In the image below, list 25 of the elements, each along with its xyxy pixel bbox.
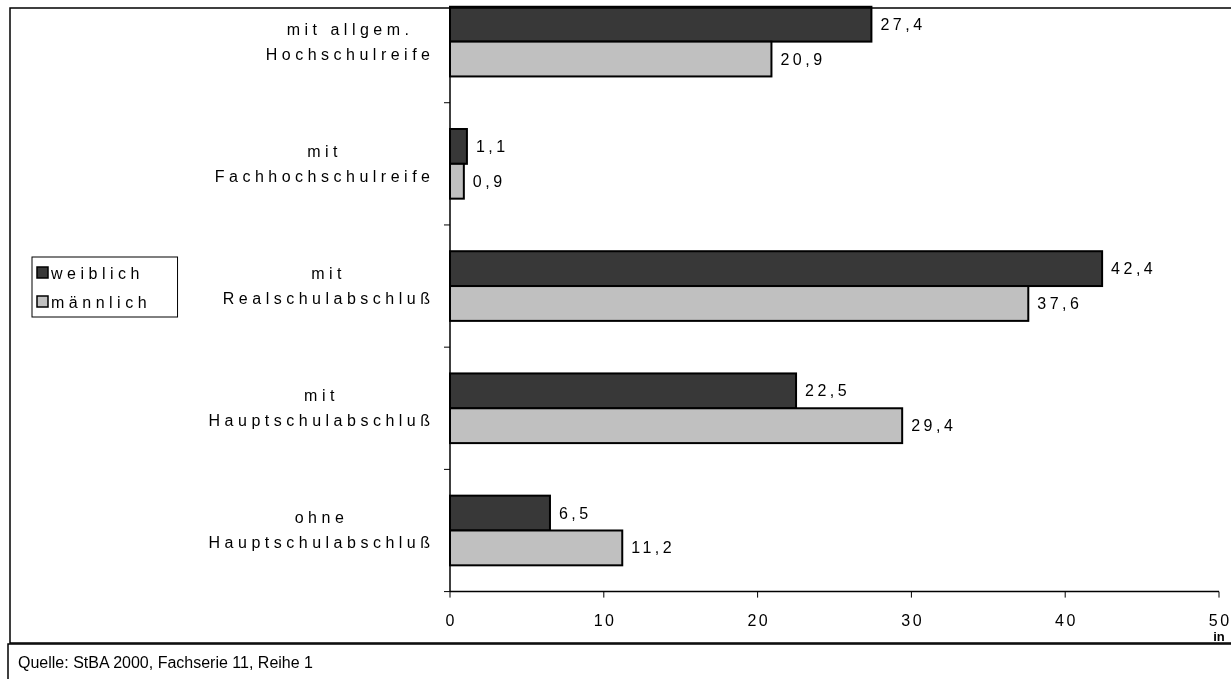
data-label: 0,9: [472, 172, 506, 190]
x-tick-label: 40: [1055, 612, 1078, 630]
legend-label: weiblich: [50, 264, 144, 282]
data-label: 42,4: [1111, 260, 1157, 278]
x-tick-label: 0: [445, 612, 457, 630]
source-note: Quelle: StBA 2000, Fachserie 11, Reihe 1: [18, 653, 314, 671]
y-tick-label: ohne Hauptschulabschluß: [208, 509, 435, 552]
legend-label: männlich: [51, 293, 152, 311]
x-tick-label: 20: [747, 612, 771, 630]
data-label: 20,9: [780, 50, 826, 68]
y-tick-label: mit Fachhochschulreife: [214, 142, 435, 185]
x-tick-label: 10: [593, 612, 617, 630]
data-label: 22,5: [805, 382, 851, 400]
y-tick-label: mit allgem. Hochschulreife: [265, 20, 435, 63]
x-tick-label: 50: [1208, 612, 1231, 630]
data-label: 27,4: [880, 15, 926, 33]
x-tick-label: 30: [901, 612, 925, 630]
x-axis-title: in: [1213, 629, 1225, 645]
y-tick-label: mit Realschulabschluß: [222, 265, 435, 308]
data-label: 37,6: [1037, 294, 1083, 312]
data-label: 11,2: [631, 539, 676, 557]
data-label: 6,5: [558, 504, 592, 522]
data-label: 29,4: [911, 417, 957, 435]
y-tick-label: mit Hauptschulabschluß: [208, 387, 435, 430]
data-label: 1,1: [475, 137, 509, 155]
